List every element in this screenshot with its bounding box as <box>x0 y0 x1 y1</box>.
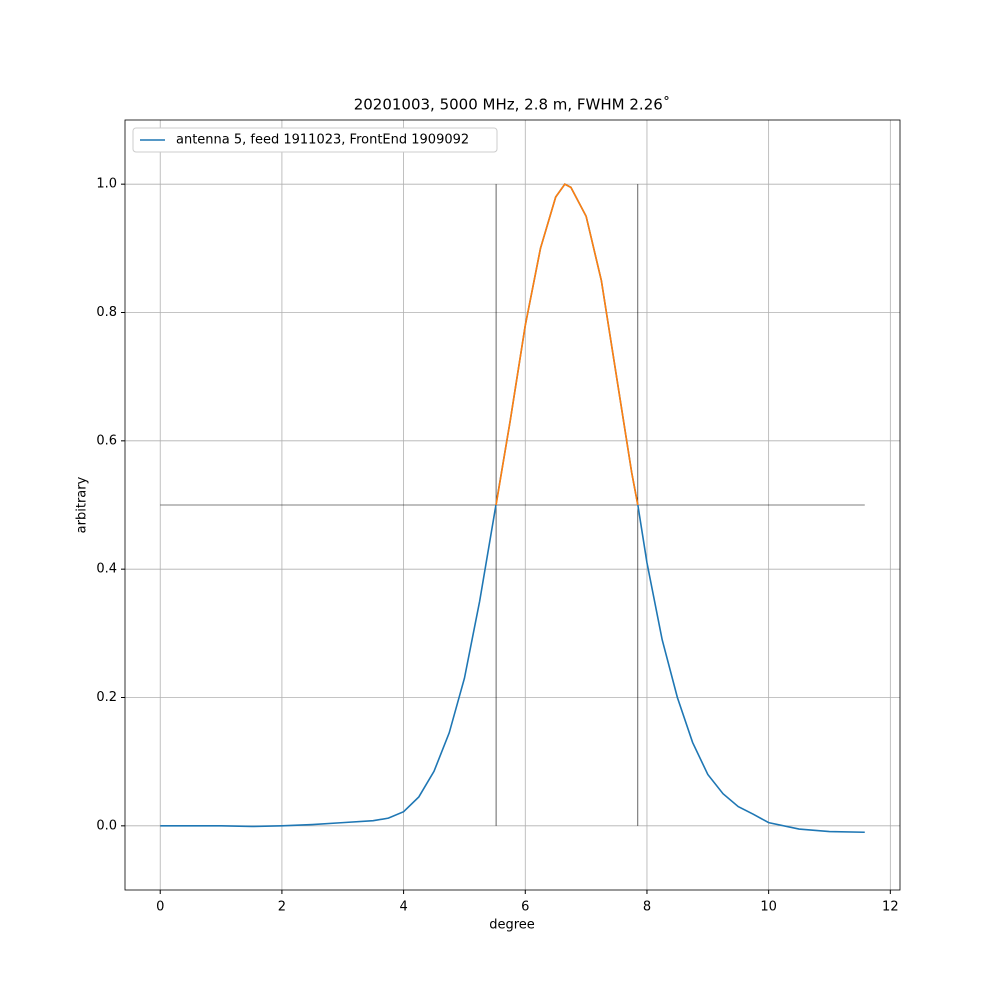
axes-frame <box>124 119 901 891</box>
x-axis-label: degree <box>489 918 535 933</box>
y-tick-label: 0.0 <box>96 818 117 833</box>
x-tick-label: 0 <box>156 900 164 915</box>
x-tick-label: 4 <box>399 900 407 915</box>
x-tick-label: 6 <box>521 900 529 915</box>
y-tick-label: 1.0 <box>96 177 117 192</box>
y-tick-label: 0.6 <box>96 433 117 448</box>
x-tick-label: 10 <box>760 900 777 915</box>
chart-title: 20201003, 5000 MHz, 2.8 m, FWHM 2.26˚ <box>354 96 671 114</box>
y-tick-label: 0.4 <box>96 562 117 577</box>
x-tick-label: 2 <box>278 900 286 915</box>
data-line <box>495 183 639 506</box>
x-tick-label: 12 <box>882 900 899 915</box>
y-tick-label: 0.8 <box>96 305 117 320</box>
y-axis-label: arbitrary <box>75 476 90 533</box>
x-tick-label: 8 <box>643 900 651 915</box>
y-tick-label: 0.2 <box>96 690 117 705</box>
legend-label: antenna 5, feed 1911023, FrontEnd 190909… <box>176 133 469 148</box>
legend-box <box>132 127 498 153</box>
data-line <box>160 183 865 834</box>
